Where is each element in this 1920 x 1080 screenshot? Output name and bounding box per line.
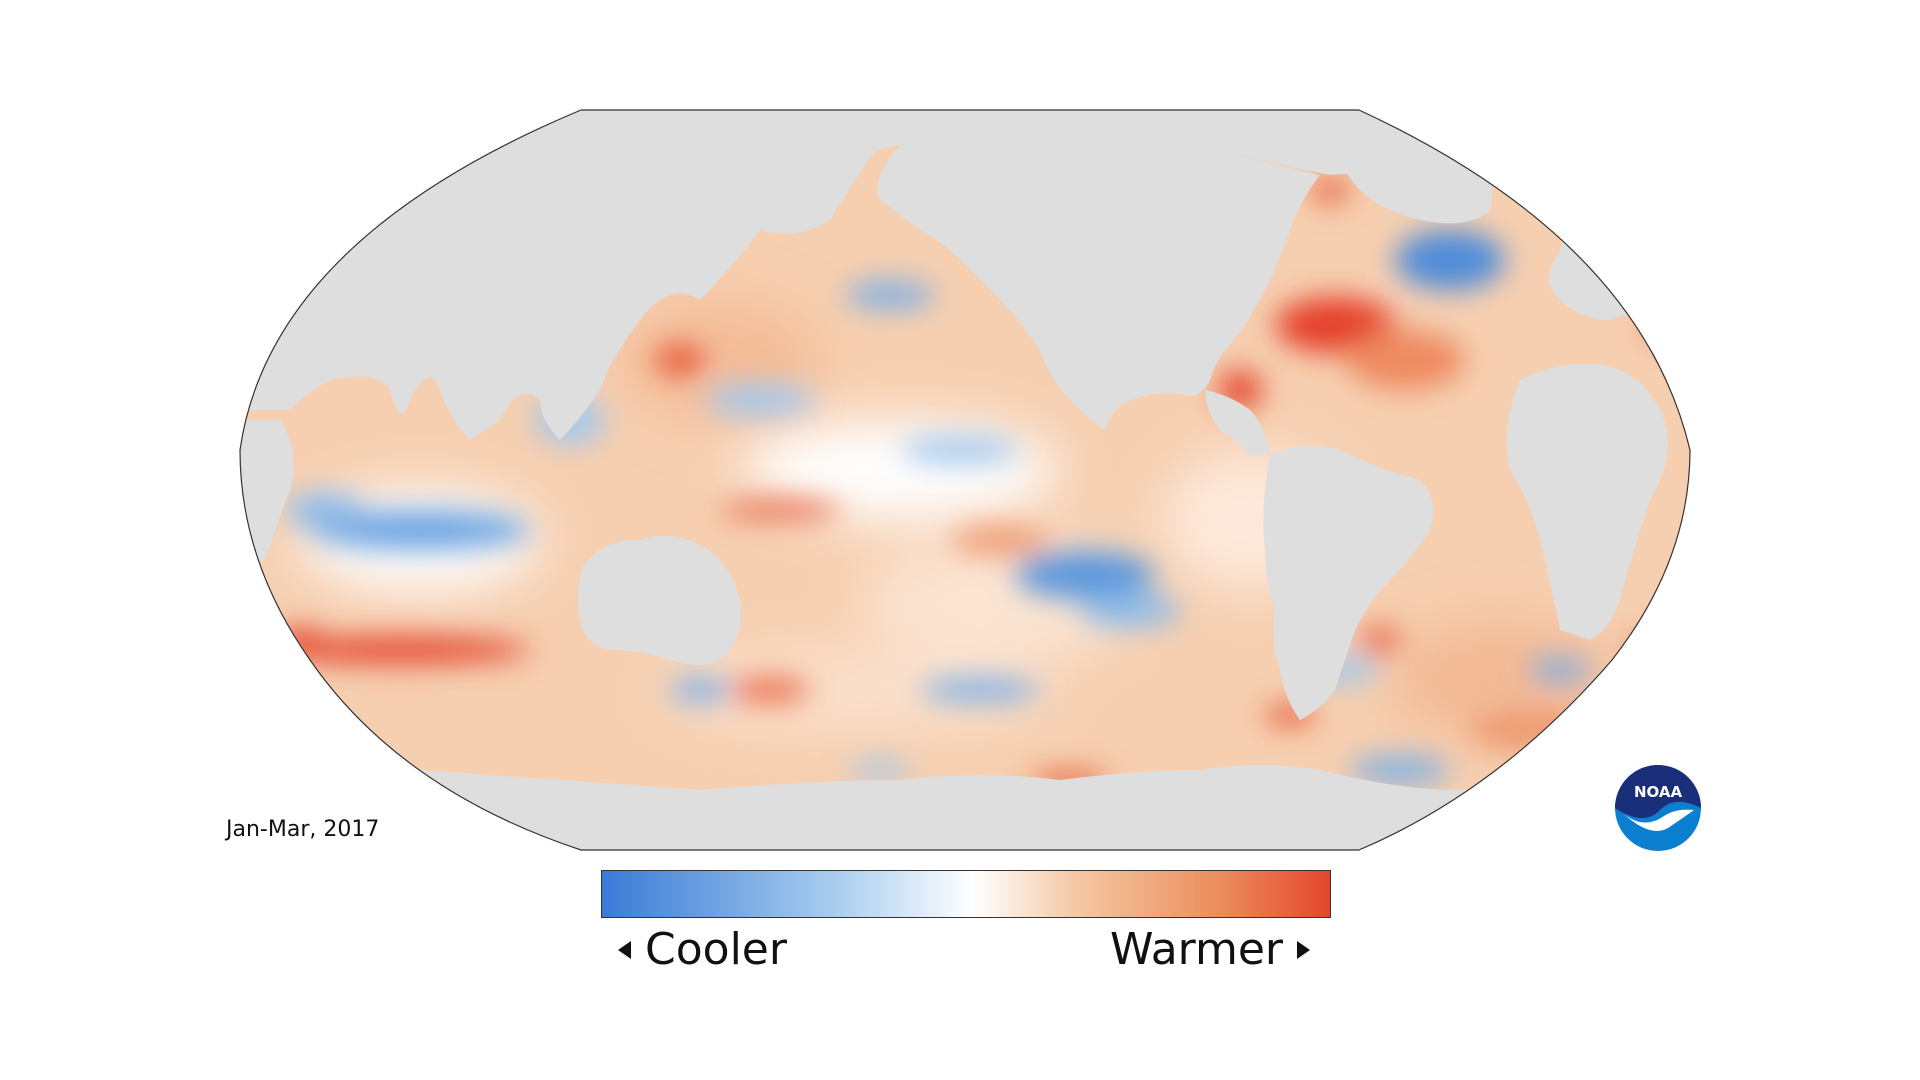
south-america-landmass: [1263, 446, 1434, 720]
greenland-landmass: [1340, 150, 1492, 224]
globe-outline: [239, 109, 1691, 851]
legend-cooler-label: Cooler: [645, 924, 787, 975]
north-america-landmass: [877, 140, 1320, 430]
west-africa-landmass: [1506, 364, 1668, 640]
globe: [240, 110, 1690, 850]
africa-landmass: [240, 420, 294, 570]
antarctica-landmass: [240, 765, 1690, 850]
legend-color-bar: [601, 870, 1331, 918]
noaa-logo-icon: NOAA: [1615, 765, 1701, 851]
legend-warmer: Warmer: [1110, 924, 1310, 975]
anomaly-field-detail: [270, 176, 1675, 788]
arrow-left-icon: [618, 940, 631, 959]
arrow-right-icon: [1297, 940, 1310, 959]
central-america-landmass: [1205, 390, 1270, 455]
noaa-logo-text: NOAA: [1634, 783, 1683, 801]
legend-warmer-label: Warmer: [1110, 924, 1283, 975]
period-label: Jan-Mar, 2017: [226, 817, 380, 842]
australia-landmass: [577, 536, 741, 665]
legend-cooler: Cooler: [618, 924, 787, 975]
